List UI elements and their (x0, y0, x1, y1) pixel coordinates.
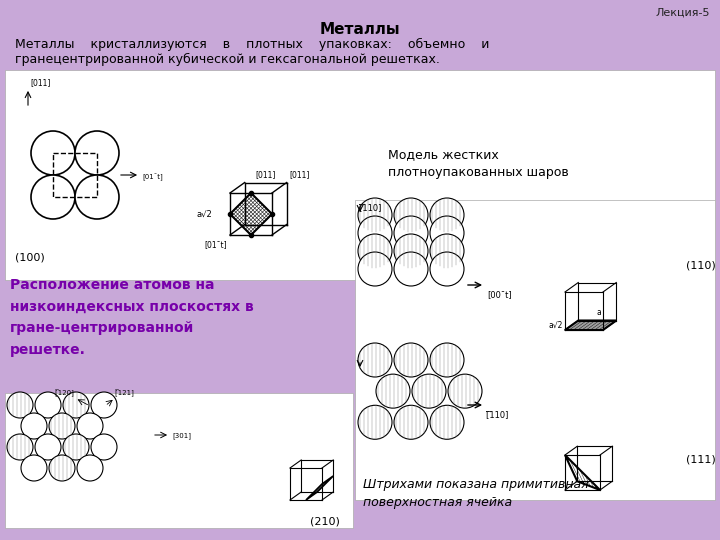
Text: [̅110]: [̅110] (360, 203, 382, 212)
FancyBboxPatch shape (5, 70, 715, 280)
Text: Металлы    кристаллизуются    в    плотных    упаковках:    объемно    и: Металлы кристаллизуются в плотных упаков… (15, 38, 490, 51)
Circle shape (77, 413, 103, 439)
Text: Расположение атомов на
низкоиндексных плоскостях в
гране-центрированной
решетке.: Расположение атомов на низкоиндексных пл… (10, 278, 253, 357)
Circle shape (394, 198, 428, 232)
Circle shape (35, 392, 61, 418)
Text: [301]: [301] (172, 433, 191, 440)
Circle shape (394, 216, 428, 250)
FancyBboxPatch shape (5, 393, 353, 528)
Text: [̅120]: [̅120] (56, 389, 75, 397)
Circle shape (77, 455, 103, 481)
Circle shape (358, 216, 392, 250)
Text: Штрихами показана примитивная
поверхностная ячейка: Штрихами показана примитивная поверхност… (363, 478, 589, 509)
Text: Металлы: Металлы (320, 22, 400, 37)
Text: [01¯t]: [01¯t] (204, 240, 227, 249)
Circle shape (394, 252, 428, 286)
Circle shape (394, 343, 428, 377)
Circle shape (21, 413, 47, 439)
Circle shape (91, 392, 117, 418)
Circle shape (7, 392, 33, 418)
Text: (110): (110) (686, 260, 716, 270)
Circle shape (358, 198, 392, 232)
Text: [01¯t]: [01¯t] (142, 173, 163, 181)
Text: (111): (111) (686, 455, 716, 465)
Text: a√2: a√2 (549, 321, 563, 330)
Circle shape (63, 392, 89, 418)
Text: Лекция-5: Лекция-5 (655, 8, 710, 18)
Circle shape (358, 234, 392, 268)
Text: [011]: [011] (30, 78, 50, 87)
Text: [011]: [011] (256, 171, 276, 179)
Circle shape (49, 413, 75, 439)
Circle shape (430, 343, 464, 377)
Circle shape (430, 234, 464, 268)
Circle shape (448, 374, 482, 408)
Text: a: a (596, 308, 601, 316)
Bar (53, 153, 97, 197)
Circle shape (430, 406, 464, 439)
Text: (100): (100) (15, 252, 45, 262)
Text: [00¯t]: [00¯t] (487, 290, 512, 299)
Circle shape (430, 198, 464, 232)
Circle shape (358, 252, 392, 286)
Circle shape (75, 175, 119, 219)
Text: (210): (210) (310, 517, 340, 527)
Circle shape (91, 434, 117, 460)
Text: [011]: [011] (289, 171, 310, 179)
Circle shape (412, 374, 446, 408)
Circle shape (35, 434, 61, 460)
Circle shape (21, 455, 47, 481)
Circle shape (7, 434, 33, 460)
Circle shape (63, 434, 89, 460)
Circle shape (430, 252, 464, 286)
Circle shape (31, 175, 75, 219)
Circle shape (358, 406, 392, 439)
Circle shape (430, 216, 464, 250)
Text: Модель жестких
плотноупакованных шаров: Модель жестких плотноупакованных шаров (388, 148, 569, 179)
FancyBboxPatch shape (355, 200, 715, 500)
Circle shape (49, 455, 75, 481)
Circle shape (358, 343, 392, 377)
Text: [̅121]: [̅121] (116, 389, 135, 397)
Text: гранецентрированной кубической и гексагональной решетках.: гранецентрированной кубической и гексаго… (15, 53, 440, 66)
Circle shape (75, 131, 119, 175)
Circle shape (394, 234, 428, 268)
Text: [̅110]: [̅110] (487, 410, 509, 419)
Circle shape (376, 374, 410, 408)
Circle shape (394, 406, 428, 439)
Circle shape (31, 131, 75, 175)
Text: a√2: a√2 (197, 210, 212, 219)
